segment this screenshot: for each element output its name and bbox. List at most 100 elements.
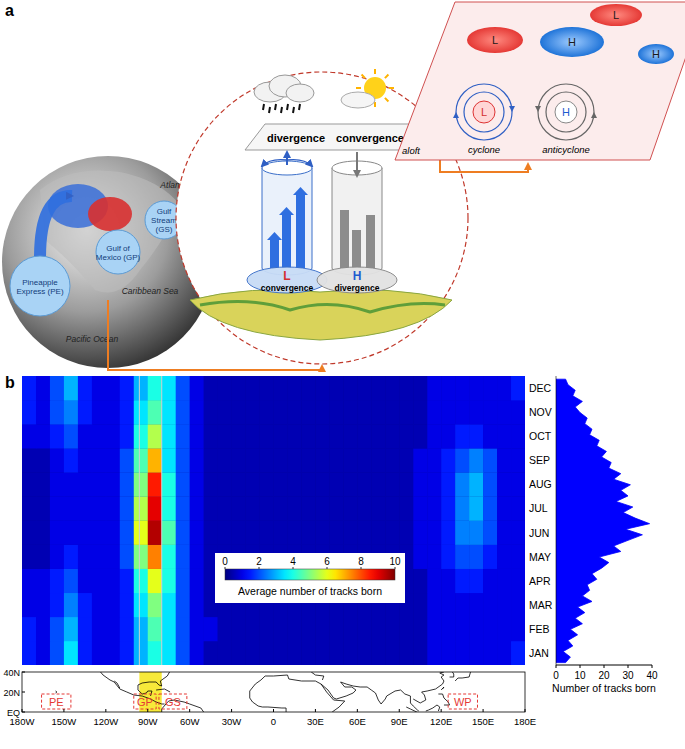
heat-cell [287, 448, 301, 472]
heat-cell [50, 545, 64, 569]
heat-cell [413, 521, 427, 545]
ascent-bar [296, 195, 305, 268]
rain [281, 107, 282, 113]
tick-label: 0 [271, 716, 276, 727]
coastline [455, 672, 470, 681]
coastline [156, 689, 170, 692]
heat-cell [427, 448, 441, 472]
heat-cell [441, 593, 455, 617]
heat-cell [511, 400, 525, 424]
heat-cell [371, 641, 385, 665]
heat-cell [441, 448, 455, 472]
month-label: JUN [529, 527, 549, 539]
bubble-label: (GS) [156, 225, 173, 234]
surface-label: convergence [261, 283, 314, 293]
heat-cell [36, 496, 50, 520]
heat-cell [399, 424, 413, 448]
heat-cell [497, 400, 511, 424]
system-core [555, 101, 577, 123]
heat-cell [483, 448, 497, 472]
heat-cell [134, 376, 148, 400]
heat-cell [260, 376, 274, 400]
heat-cell [455, 593, 469, 617]
heat-cell [190, 641, 204, 665]
heat-cell [497, 569, 511, 593]
tick [604, 665, 605, 668]
heat-cell [497, 641, 511, 665]
tick-label: 30E [307, 716, 324, 727]
heat-cell [371, 617, 385, 641]
heat-cell [190, 472, 204, 496]
heat-cell [399, 641, 413, 665]
heat-cell [246, 617, 260, 641]
heat-cell [329, 400, 343, 424]
heat-cell [329, 472, 343, 496]
heat-cell [260, 424, 274, 448]
heat-cell [148, 496, 162, 520]
heat-cell [36, 521, 50, 545]
heat-cell [120, 617, 134, 641]
heat-cell [218, 424, 232, 448]
heat-cell [78, 617, 92, 641]
heat-cell [176, 448, 190, 472]
heat-cell [78, 376, 92, 400]
tick-label: 40 [646, 670, 658, 681]
heat-cell [36, 569, 50, 593]
heat-cell [190, 424, 204, 448]
heat-cell [190, 569, 204, 593]
region-line [161, 376, 162, 665]
heat-cell [274, 448, 288, 472]
bubble-label: Gulf of [106, 244, 130, 253]
ascent-head [267, 232, 282, 240]
heat-cell [287, 496, 301, 520]
heat-cell [413, 641, 427, 665]
heat-cell [469, 400, 483, 424]
heat-cell [413, 424, 427, 448]
heat-cell [441, 424, 455, 448]
heat-cell [385, 617, 399, 641]
heat-cell [162, 472, 176, 496]
heat-cell [176, 617, 190, 641]
div-arrow [262, 160, 287, 166]
heat-cell [204, 424, 218, 448]
heat-cell [64, 496, 78, 520]
region-box [134, 694, 156, 709]
heat-cell [50, 400, 64, 424]
heat-cell [50, 472, 64, 496]
circulation [546, 92, 586, 132]
surface-system [317, 267, 397, 293]
heat-cell [315, 400, 329, 424]
colorbar-tick [259, 567, 260, 569]
heat-cell [78, 496, 92, 520]
heat-cell [148, 521, 162, 545]
heat-cell [218, 376, 232, 400]
heat-cell [274, 521, 288, 545]
coastline [262, 707, 286, 712]
heat-cell [148, 593, 162, 617]
heat-cell [413, 496, 427, 520]
heat-cell [22, 569, 36, 593]
tick-label: 20 [598, 670, 610, 681]
heat-cell [106, 472, 120, 496]
heat-cell [246, 376, 260, 400]
heat-cell [455, 521, 469, 545]
heat-cell [413, 545, 427, 569]
heat-cell [287, 521, 301, 545]
tick [22, 692, 25, 693]
heat-cell [64, 641, 78, 665]
heat-cell [483, 521, 497, 545]
heat-cell [385, 424, 399, 448]
system-symbol: H [562, 106, 570, 118]
map [42, 672, 478, 712]
heat-cell [246, 448, 260, 472]
heat-cell [134, 521, 148, 545]
heat-cell [176, 496, 190, 520]
heat-cell [469, 376, 483, 400]
rain [293, 107, 294, 113]
colorbar-tick [361, 567, 362, 569]
heat-cell [64, 448, 78, 472]
heat-cell [106, 617, 120, 641]
heat-cell [385, 472, 399, 496]
heat-cell [162, 641, 176, 665]
heat-cell [371, 400, 385, 424]
